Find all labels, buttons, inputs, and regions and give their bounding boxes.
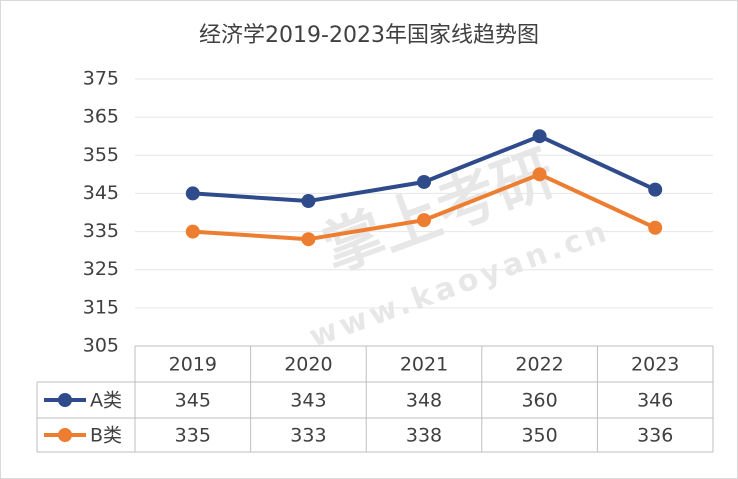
point — [185, 224, 200, 239]
y-tick-label: 355 — [83, 144, 119, 166]
legend-marker — [58, 393, 72, 407]
x-tick-label: 2023 — [631, 354, 679, 376]
table-cell: 348 — [406, 390, 442, 412]
table-cell: 345 — [175, 390, 211, 412]
y-tick-label: 315 — [83, 296, 119, 318]
chart-title: 经济学2019-2023年国家线趋势图 — [199, 23, 539, 48]
table-cell: 346 — [637, 390, 673, 412]
point — [532, 129, 547, 144]
legend-marker — [58, 428, 72, 442]
point — [532, 167, 547, 182]
point — [301, 232, 316, 247]
table-cell: 336 — [637, 425, 673, 447]
point — [185, 186, 200, 201]
y-tick-label: 345 — [83, 182, 119, 204]
x-tick-label: 2019 — [169, 354, 217, 376]
y-tick-label: 375 — [83, 68, 119, 90]
point — [417, 174, 431, 189]
table-cell: 343 — [290, 390, 326, 412]
legend-label: A类 — [90, 390, 122, 412]
table-cell: 350 — [521, 425, 557, 447]
y-tick-label: 335 — [83, 220, 119, 242]
legend-label: B类 — [90, 425, 122, 447]
table-cell: 360 — [521, 390, 557, 412]
y-tick-label: 305 — [83, 335, 119, 357]
table-cell: 338 — [406, 425, 442, 447]
y-tick-label: 365 — [83, 106, 119, 128]
point — [417, 213, 431, 228]
point — [648, 182, 663, 197]
table-cell: 333 — [290, 425, 326, 447]
table-cell: 335 — [175, 425, 211, 447]
y-tick-label: 325 — [83, 258, 119, 280]
x-tick-label: 2022 — [515, 354, 563, 376]
x-tick-label: 2020 — [284, 354, 332, 376]
point — [301, 194, 316, 209]
point — [648, 220, 663, 235]
x-tick-label: 2021 — [400, 354, 448, 376]
